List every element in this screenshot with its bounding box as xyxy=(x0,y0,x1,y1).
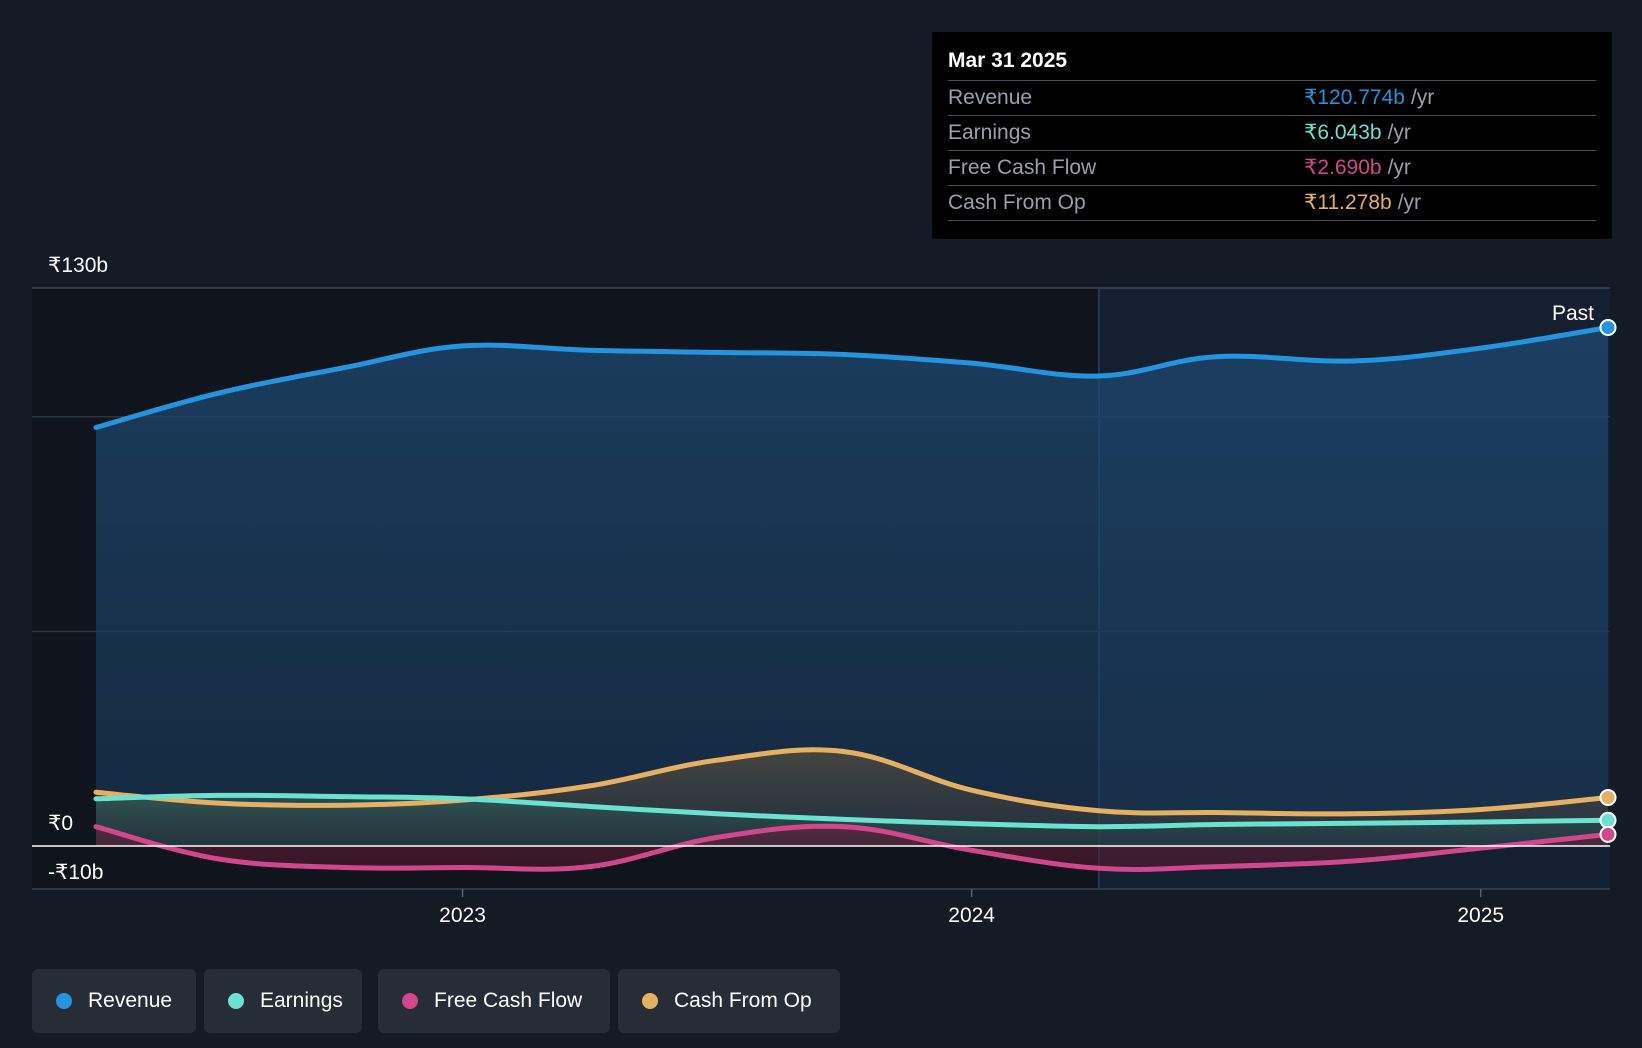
revenue-dot-icon xyxy=(56,993,72,1009)
fcf-area xyxy=(96,826,1608,870)
y-tick-label: ₹0 xyxy=(48,812,73,835)
tooltip-label: Cash From Op xyxy=(948,191,1086,214)
y-tick-label: ₹130b xyxy=(48,254,108,277)
revenue-area xyxy=(96,327,1608,846)
legend-item-cash-from-op[interactable]: Cash From Op xyxy=(618,969,840,1033)
earnings-dot-icon xyxy=(228,993,244,1009)
earnings-line xyxy=(93,792,1611,830)
tooltip-value: ₹11.278b/yr xyxy=(1304,186,1421,220)
tooltip-unit: /yr xyxy=(1410,86,1435,109)
cfo-endpoint-dot xyxy=(1599,788,1617,806)
cfo-line xyxy=(93,747,1611,817)
legend-label: Earnings xyxy=(260,989,343,1012)
fcf-line xyxy=(93,823,1611,872)
x-tick-label: 2025 xyxy=(1457,904,1504,927)
legend-label: Free Cash Flow xyxy=(434,989,583,1012)
tooltip-label: Free Cash Flow xyxy=(948,156,1097,179)
tooltip-value: ₹6.043b/yr xyxy=(1304,116,1411,150)
tooltip-value-number: ₹11.278b xyxy=(1304,191,1392,214)
data-tooltip: Mar 31 2025 Revenue ₹120.774b/yr Earning… xyxy=(932,32,1612,239)
tooltip-unit: /yr xyxy=(1387,156,1411,179)
tooltip-row-fcf: Free Cash Flow ₹2.690b/yr xyxy=(948,151,1596,186)
x-tick-label: 2023 xyxy=(439,904,486,927)
legend-item-free-cash-flow[interactable]: Free Cash Flow xyxy=(378,969,610,1033)
cash-from-op-dot-icon xyxy=(642,993,658,1009)
tooltip-label: Revenue xyxy=(948,86,1033,109)
tooltip-unit: /yr xyxy=(1387,121,1411,144)
legend-item-revenue[interactable]: Revenue xyxy=(32,969,196,1033)
tooltip-unit: /yr xyxy=(1397,191,1422,214)
tooltip-value: ₹2.690b/yr xyxy=(1304,151,1411,185)
x-tick-label: 2024 xyxy=(948,904,995,927)
legend-item-earnings[interactable]: Earnings xyxy=(204,969,362,1033)
y-tick-label: -₹10b xyxy=(48,861,103,884)
earnings-endpoint-dot xyxy=(1599,811,1617,829)
tooltip-label: Earnings xyxy=(948,121,1031,144)
tooltip-row-cfo: Cash From Op ₹11.278b/yr xyxy=(948,186,1596,221)
revenue-line xyxy=(93,325,1611,430)
legend-label: Cash From Op xyxy=(674,989,812,1012)
tooltip-value: ₹120.774b/yr xyxy=(1304,81,1434,115)
past-label: Past xyxy=(1552,302,1594,325)
tooltip-row-revenue: Revenue ₹120.774b/yr xyxy=(948,81,1596,116)
tooltip-value-number: ₹2.690b xyxy=(1304,156,1382,179)
revenue-endpoint-dot xyxy=(1599,318,1617,336)
free-cash-flow-dot-icon xyxy=(402,993,418,1009)
tooltip-date: Mar 31 2025 xyxy=(948,46,1596,81)
legend-label: Revenue xyxy=(88,989,173,1012)
tooltip-row-earnings: Earnings ₹6.043b/yr xyxy=(948,116,1596,151)
tooltip-value-number: ₹120.774b xyxy=(1304,86,1405,109)
fcf-endpoint-dot xyxy=(1599,825,1617,843)
tooltip-value-number: ₹6.043b xyxy=(1304,121,1382,144)
